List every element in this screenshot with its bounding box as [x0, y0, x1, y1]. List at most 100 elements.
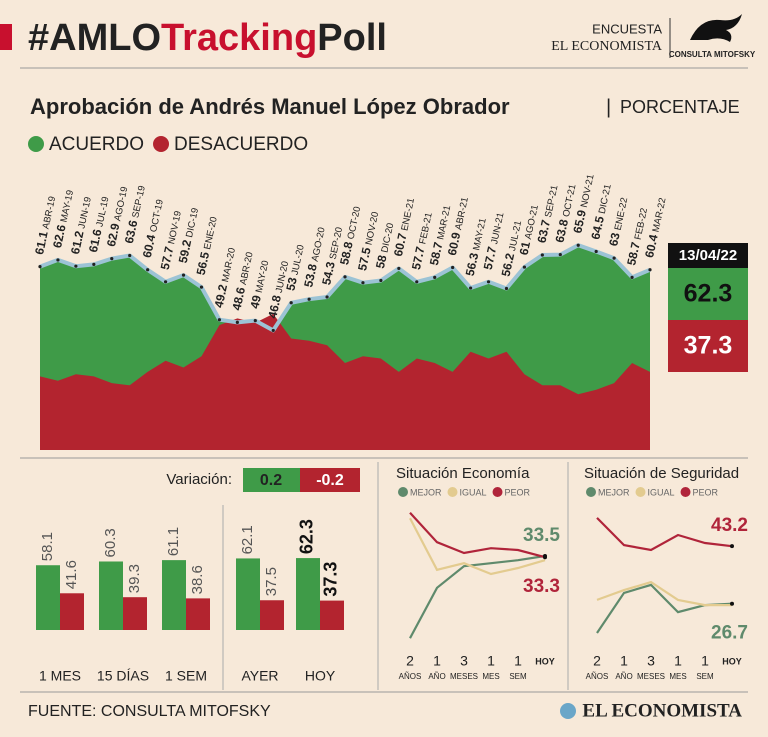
data-value: 60.4 — [642, 233, 661, 259]
legend-label: ACUERDO — [49, 134, 144, 155]
x-tick-label: MES — [669, 672, 686, 681]
point — [307, 297, 311, 301]
hashtag-part: #AMLO — [28, 17, 161, 59]
point — [486, 280, 491, 284]
point — [576, 243, 580, 247]
chart-title: Situación de Seguridad — [584, 465, 739, 482]
data-value: 60.4 — [140, 233, 159, 259]
survey-label: ENCUESTA — [592, 21, 662, 36]
data-value: 58.8 — [337, 240, 356, 266]
latest-value: 37.3 — [684, 332, 733, 360]
data-value: 59.2 — [176, 238, 195, 264]
header-accent — [0, 24, 12, 50]
data-value: 62.6 — [50, 223, 69, 249]
point — [648, 268, 652, 272]
latest-date: 13/04/22 — [679, 247, 737, 264]
data-value: 56.5 — [194, 250, 213, 276]
data-value: 63.7 — [535, 218, 554, 244]
x-tick-label: 1 — [433, 653, 441, 669]
legend-swatch — [680, 487, 691, 497]
legend-label: MEJOR — [410, 487, 442, 497]
data-value: 58 — [373, 253, 390, 269]
latest-date-box — [668, 243, 748, 268]
x-tick-label: AÑOS — [586, 672, 609, 681]
x-tick-label: MESES — [637, 672, 665, 681]
bar — [123, 597, 147, 630]
latest-value: 62.3 — [684, 280, 733, 308]
bar — [99, 561, 123, 630]
variation-value: -0.2 — [316, 472, 344, 489]
data-value: 60.9 — [445, 231, 464, 257]
data-label: 37.5 — [263, 567, 280, 596]
legend-label: IGUAL — [460, 487, 487, 497]
data-value: 63.8 — [553, 218, 572, 244]
paper-label: EL ECONOMISTA — [551, 39, 663, 54]
point — [74, 264, 78, 268]
legend-label: PEOR — [505, 487, 531, 497]
legend-swatch — [398, 487, 408, 497]
data-value: 64.5 — [589, 215, 608, 241]
data-label: 61.1 — [165, 527, 182, 556]
data-value: 53.8 — [301, 262, 320, 288]
bar — [162, 560, 186, 630]
data-value: 49 — [248, 294, 265, 310]
data-value: 56.2 — [499, 252, 518, 278]
point — [235, 320, 239, 324]
bar — [296, 558, 320, 630]
point — [217, 318, 222, 322]
point — [253, 319, 257, 323]
x-tick-label: 2 — [593, 653, 601, 669]
x-tick-label: MESES — [450, 672, 478, 681]
x-tick-label: HOY — [535, 656, 555, 666]
end-point — [543, 555, 547, 560]
x-tick-label: 15 DÍAS — [97, 668, 149, 684]
data-label: 37.3 — [321, 562, 341, 597]
data-value: 63.6 — [122, 219, 141, 245]
chart-title: Aprobación de Andrés Manuel López Obrado… — [30, 94, 510, 119]
data-label: 43.2 — [711, 515, 748, 536]
data-label: 38.6 — [189, 565, 206, 594]
data-value: 65.9 — [571, 208, 590, 234]
chart-subtitle: PORCENTAJE — [620, 97, 740, 117]
hashtag-part: Poll — [317, 17, 387, 59]
line — [596, 580, 732, 607]
bar — [236, 558, 260, 630]
data-value: 61.6 — [86, 228, 105, 254]
point — [38, 265, 42, 269]
line — [596, 517, 733, 552]
point — [343, 275, 347, 279]
point — [612, 256, 616, 260]
data-label: 58.1 — [39, 532, 56, 561]
data-value: 60.7 — [391, 232, 410, 258]
bar — [60, 593, 84, 630]
footer-logo-mark — [560, 703, 576, 719]
point — [397, 266, 401, 271]
bar — [260, 600, 284, 630]
point — [630, 275, 634, 279]
point — [271, 328, 275, 333]
line — [409, 512, 546, 559]
x-tick-label: 1 MES — [39, 668, 81, 684]
point — [594, 249, 598, 254]
footer-logo: EL ECONOMISTA — [582, 700, 742, 721]
data-label: 33.3 — [523, 576, 560, 597]
x-tick-label: 3 — [647, 653, 655, 669]
point — [325, 295, 329, 299]
data-value: 54.3 — [319, 260, 338, 286]
data-value: 61.1 — [32, 230, 51, 256]
chart-title: Situación Economía — [396, 465, 530, 482]
bar — [36, 565, 60, 630]
title-separator: | — [606, 96, 611, 118]
data-label: 62.9AGO-19 — [104, 185, 130, 248]
x-tick-label: 1 — [701, 653, 709, 669]
latest-box — [668, 268, 748, 320]
data-value: 46.8 — [266, 294, 285, 320]
data-value: 57.7 — [409, 245, 428, 271]
x-tick-label: HOY — [305, 668, 336, 684]
x-tick-label: 1 SEM — [165, 668, 207, 684]
point — [56, 258, 60, 262]
legend-label: IGUAL — [648, 487, 675, 497]
data-value: 57.7 — [481, 245, 500, 271]
end-point — [730, 601, 734, 606]
point — [379, 278, 383, 283]
